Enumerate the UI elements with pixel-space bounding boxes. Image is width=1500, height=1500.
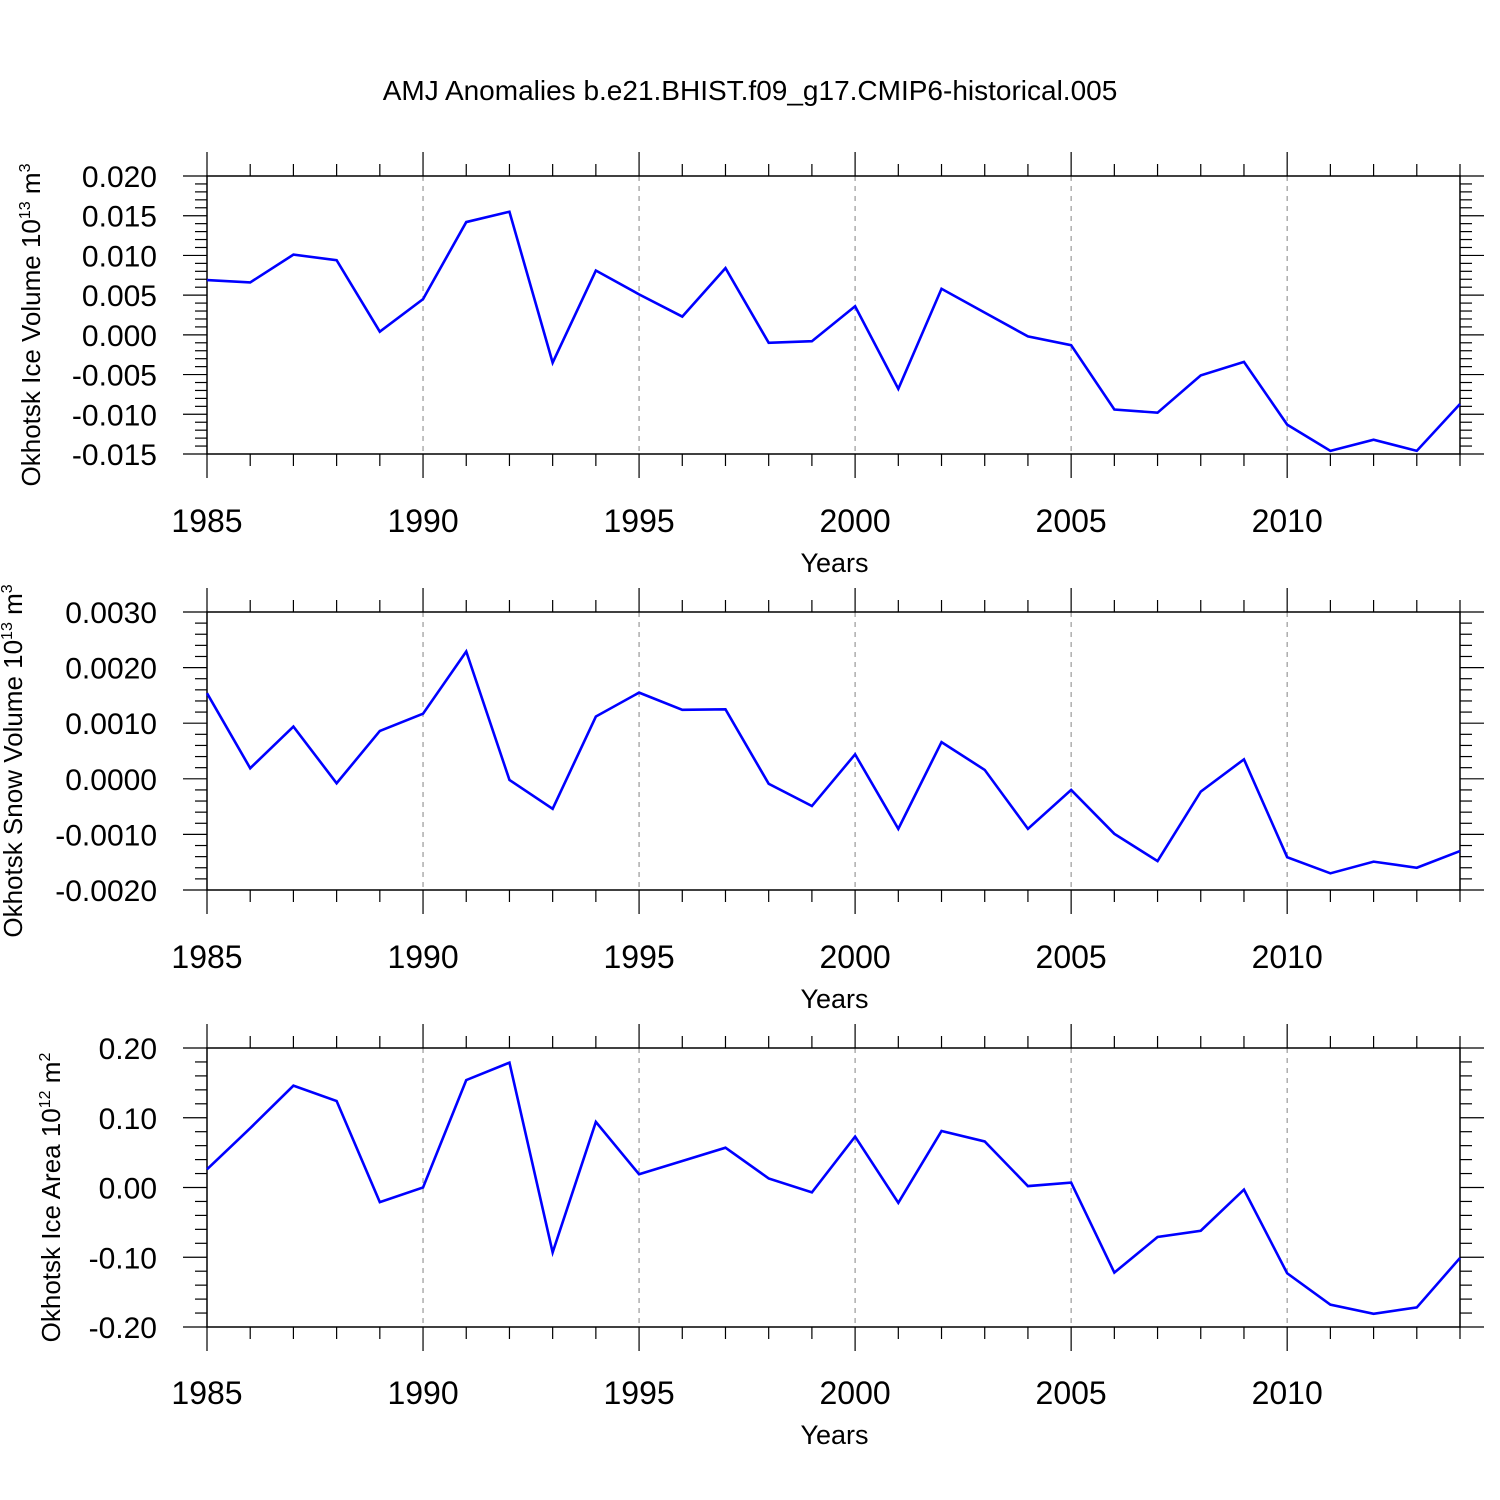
x-tick-label: 2000 — [820, 503, 891, 539]
y-axis-title-part: 12 — [37, 1090, 54, 1108]
plot-frame — [206, 611, 1461, 891]
y-tick-label: -0.010 — [72, 399, 157, 432]
x-tick-label: 1990 — [387, 939, 458, 975]
y-tick-label: 0.0030 — [65, 597, 157, 630]
y-axis-title: Okhotsk Snow Volume 1013 m3 — [0, 584, 28, 937]
y-axis-title-part: Okhotsk Ice Volume 10 — [16, 219, 46, 486]
x-tick-label: 2010 — [1252, 1375, 1323, 1411]
y-tick-label: 0.005 — [82, 280, 157, 313]
y-axis-title-part: 2 — [37, 1053, 54, 1062]
x-tick-label: 1995 — [603, 939, 674, 975]
x-tick-label: 1990 — [387, 503, 458, 539]
y-tick-label: 0.0020 — [65, 653, 157, 686]
x-axis-title: Years — [800, 984, 868, 1014]
y-axis-title-part: Okhotsk Ice Area 10 — [36, 1108, 66, 1342]
y-tick-label: -0.10 — [89, 1242, 157, 1275]
plot-frame — [206, 1047, 1461, 1328]
plot-panel-3: -0.20 -0.10 0.00 0.10 0.20 1985 1990 1995 2000 20… — [36, 1024, 1484, 1450]
x-tick-label: 2010 — [1252, 939, 1323, 975]
x-tick-label: 1985 — [171, 503, 242, 539]
x-tick-label: 1995 — [603, 1375, 674, 1411]
y-tick-label: 0.0000 — [65, 764, 157, 797]
x-tick-label: 1990 — [387, 1375, 458, 1411]
x-tick-label: 2000 — [820, 1375, 891, 1411]
x-tick-label: 2005 — [1036, 1375, 1107, 1411]
y-tick-label: -0.005 — [72, 360, 157, 393]
y-tick-label: -0.0010 — [55, 819, 157, 852]
y-axis-title-part: m — [16, 172, 46, 201]
x-tick-label: 2000 — [820, 939, 891, 975]
y-axis-title-part: m — [36, 1062, 66, 1091]
y-tick-label: 0.20 — [99, 1033, 157, 1066]
x-axis-title: Years — [800, 548, 868, 578]
y-axis-title-part: 3 — [0, 584, 16, 593]
series-line — [206, 1060, 1461, 1316]
x-tick-label: 2005 — [1036, 503, 1107, 539]
series-line — [206, 210, 1461, 453]
y-tick-label: 0.020 — [82, 161, 157, 194]
x-tick-label: 1995 — [603, 503, 674, 539]
plot-frame — [206, 175, 1461, 455]
y-axis-title-part: Okhotsk Snow Volume 10 — [0, 640, 28, 938]
y-axis-title: Okhotsk Ice Volume 1013 m3 — [16, 163, 46, 486]
x-tick-label: 2005 — [1036, 939, 1107, 975]
chart-title: AMJ Anomalies b.e21.BHIST.f09_g17.CMIP6-… — [383, 75, 1118, 106]
y-tick-label: 0.000 — [82, 320, 157, 353]
y-axis-title-part: 13 — [17, 201, 34, 219]
y-axis-title-part: 13 — [0, 622, 16, 640]
y-axis-title-part: m — [0, 593, 28, 622]
y-tick-label: 0.00 — [99, 1173, 157, 1206]
y-tick-label: 0.0010 — [65, 708, 157, 741]
series-line — [205, 648, 1461, 875]
y-tick-label: 0.010 — [82, 240, 157, 273]
x-tick-label: 1985 — [171, 1375, 242, 1411]
x-tick-label: 2010 — [1252, 503, 1323, 539]
y-axis-title-part: 3 — [17, 163, 34, 172]
y-axis-title: Okhotsk Ice Area 1012 m2 — [36, 1053, 66, 1343]
x-axis-title: Years — [800, 1420, 868, 1450]
y-tick-label: 0.10 — [99, 1103, 157, 1136]
x-tick-label: 1985 — [171, 939, 242, 975]
y-tick-label: -0.0020 — [55, 875, 157, 908]
y-tick-label: -0.20 — [89, 1312, 157, 1345]
plot-panel-1: -0.015 -0.010 -0.005 0.000 0.005 0.010 0.015 0.… — [16, 152, 1484, 578]
plot-panel-2: -0.0020 -0.0010 0.0000 0.0010 0.0020 0.0030 19… — [0, 584, 1484, 1014]
y-tick-label: 0.015 — [82, 201, 157, 234]
y-tick-label: -0.015 — [72, 439, 157, 472]
